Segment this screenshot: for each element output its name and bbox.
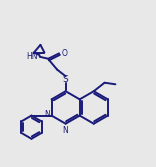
Text: S: S: [63, 75, 68, 84]
Text: O: O: [61, 49, 67, 58]
Text: N: N: [44, 110, 50, 119]
Text: HN: HN: [26, 52, 38, 61]
Text: N: N: [62, 126, 68, 135]
